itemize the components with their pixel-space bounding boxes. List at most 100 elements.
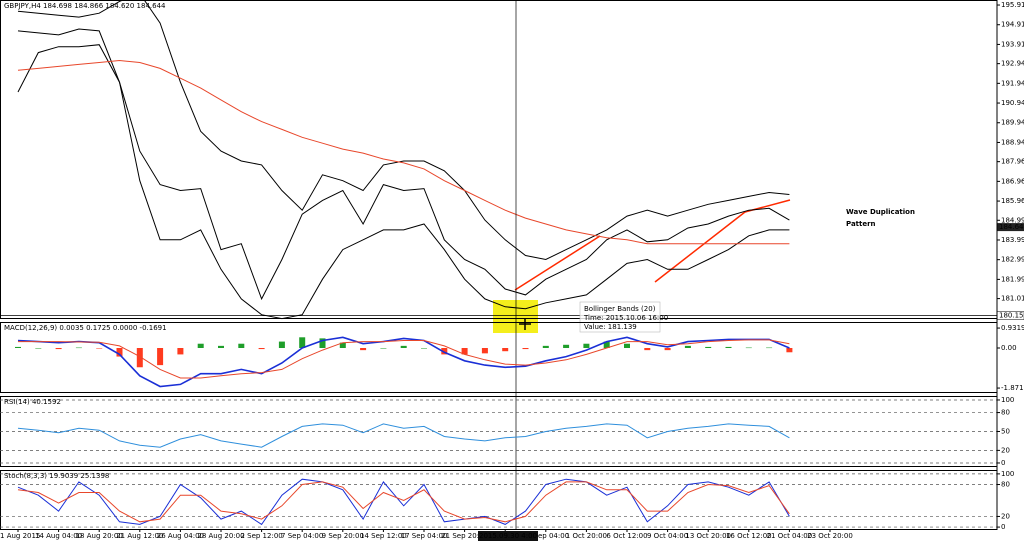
x-tick-label: 21 Sep 20:00 bbox=[441, 532, 488, 540]
pane-title: GBPJPY,H4 184.698 184.866 184.620 184.64… bbox=[4, 2, 166, 10]
histogram-bar bbox=[583, 343, 590, 349]
y-tick-label: 0.00 bbox=[1001, 344, 1017, 352]
y-tick-label: 185.965 bbox=[1001, 197, 1024, 205]
histogram-bar bbox=[339, 342, 346, 349]
histogram-bar bbox=[725, 346, 732, 349]
x-tick-label: 9 Sep 20:00 bbox=[322, 532, 364, 540]
histogram-bar bbox=[644, 348, 651, 351]
histogram-bar bbox=[75, 347, 82, 349]
histogram-bar bbox=[197, 343, 204, 349]
y-tick-label: 195.915 bbox=[1001, 1, 1024, 9]
last-price-tag bbox=[997, 223, 1024, 232]
x-tick-label: 23 Oct 20:00 bbox=[807, 532, 853, 540]
y-tick-label: 186.965 bbox=[1001, 177, 1024, 185]
tooltip-line: Bollinger Bands (20) bbox=[584, 305, 656, 313]
series-line bbox=[17, 28, 790, 301]
x-tick-label: 9 Oct 04:00 bbox=[647, 532, 688, 540]
histogram-bar bbox=[136, 348, 143, 368]
trendline bbox=[654, 211, 746, 283]
histogram-bar bbox=[664, 348, 671, 351]
x-tick-label: 7 Sep 04:00 bbox=[281, 532, 323, 540]
x-tick-label: 14 Sep 12:00 bbox=[360, 532, 407, 540]
tooltip-line: Value: 181.139 bbox=[584, 323, 637, 331]
histogram-bar bbox=[238, 343, 245, 349]
y-tick-label: 182.990 bbox=[1001, 256, 1024, 264]
cursor bbox=[519, 318, 531, 330]
x-tick-label: 6 Oct 12:00 bbox=[606, 532, 647, 540]
histogram-bar bbox=[421, 348, 427, 349]
x-tick-label: 16 Oct 12:00 bbox=[726, 532, 772, 540]
histogram-bar bbox=[624, 343, 630, 349]
histogram-bar bbox=[380, 348, 387, 349]
trendline bbox=[514, 235, 601, 291]
x-tick-label: 1 Oct 20:00 bbox=[566, 532, 607, 540]
crosshair-time-tag bbox=[478, 531, 538, 541]
histogram-bar bbox=[705, 346, 712, 349]
crosshair-price: 180.151 bbox=[999, 312, 1024, 320]
y-tick-label: 50 bbox=[1001, 427, 1010, 435]
histogram-bar bbox=[96, 348, 103, 349]
x-tick-label: 2 Sep 12:00 bbox=[240, 532, 282, 540]
histogram-bar bbox=[177, 348, 184, 355]
y-tick-label: -1.8718 bbox=[1001, 384, 1024, 392]
x-tick-label: 14 Aug 04:00 bbox=[35, 532, 82, 540]
histogram-bar bbox=[786, 348, 793, 353]
y-tick-label: 187.965 bbox=[1001, 158, 1024, 166]
crosshair-time: 2015.09.30 4:00 bbox=[479, 532, 537, 540]
histogram-bar bbox=[55, 348, 62, 350]
x-tick-label: 13 Oct 20:00 bbox=[685, 532, 731, 540]
series-line bbox=[18, 339, 790, 379]
histogram-bar bbox=[360, 348, 367, 351]
x-tick-label: 29 Sep 04:00 bbox=[522, 532, 569, 540]
histogram-bar bbox=[400, 345, 407, 349]
y-tick-label: 194.915 bbox=[1001, 21, 1024, 29]
annotation: Pattern bbox=[846, 220, 876, 228]
x-tick-label: 26 Aug 04:00 bbox=[157, 532, 204, 540]
x-tick-label: 18 Aug 20:00 bbox=[76, 532, 123, 540]
pane-title: RSI(14) 40.1592 bbox=[4, 398, 61, 406]
y-tick-label: 0.9319 bbox=[1001, 324, 1024, 332]
histogram-bar bbox=[441, 348, 448, 355]
y-tick-label: 188.940 bbox=[1001, 138, 1024, 146]
series-line bbox=[17, 336, 790, 388]
tooltip-line: Time: 2015.10.06 16:00 bbox=[583, 314, 668, 322]
annotation: Wave Duplication bbox=[846, 208, 915, 216]
histogram-bar bbox=[522, 348, 529, 350]
histogram-bar bbox=[745, 347, 752, 349]
histogram-bar bbox=[481, 348, 488, 354]
histogram-bar bbox=[766, 347, 773, 349]
tooltip-box bbox=[579, 301, 661, 333]
histogram-bar bbox=[218, 345, 224, 349]
x-tick-label: 17 Sep 04:00 bbox=[401, 532, 448, 540]
series-line bbox=[17, 423, 790, 448]
histogram-bar bbox=[319, 338, 326, 349]
histogram-bar bbox=[502, 348, 509, 352]
histogram-bar bbox=[563, 344, 570, 349]
pane-title: Stoch(8,3,3) 19.9039 25.1398 bbox=[4, 472, 109, 480]
series-line bbox=[17, 481, 790, 523]
y-tick-label: 193.915 bbox=[1001, 40, 1024, 48]
series-line bbox=[17, 0, 790, 261]
histogram-bar bbox=[299, 337, 306, 349]
y-tick-label: 181.015 bbox=[1001, 295, 1024, 303]
x-tick-label: 28 Aug 20:00 bbox=[197, 532, 244, 540]
y-tick-label: 192.940 bbox=[1001, 60, 1024, 68]
y-tick-label: 181.990 bbox=[1001, 275, 1024, 283]
y-tick-label: 190.940 bbox=[1001, 99, 1024, 107]
histogram-bar bbox=[684, 345, 691, 349]
y-tick-label: 80 bbox=[1001, 481, 1010, 489]
histogram-bar bbox=[258, 348, 265, 350]
histogram-bar bbox=[603, 341, 610, 349]
y-tick-label: 191.940 bbox=[1001, 79, 1024, 87]
histogram-bar bbox=[35, 348, 42, 349]
y-tick-label: 100 bbox=[1001, 396, 1014, 404]
x-tick-label: 11 Aug 2015 bbox=[0, 532, 40, 540]
x-tick-label: 21 Oct 04:00 bbox=[767, 532, 813, 540]
y-tick-label: 80 bbox=[1001, 409, 1010, 417]
y-tick-label: 0 bbox=[1001, 459, 1005, 467]
histogram-bar bbox=[461, 348, 468, 355]
histogram-bar bbox=[116, 348, 123, 357]
y-tick-label: 20 bbox=[1001, 512, 1010, 520]
